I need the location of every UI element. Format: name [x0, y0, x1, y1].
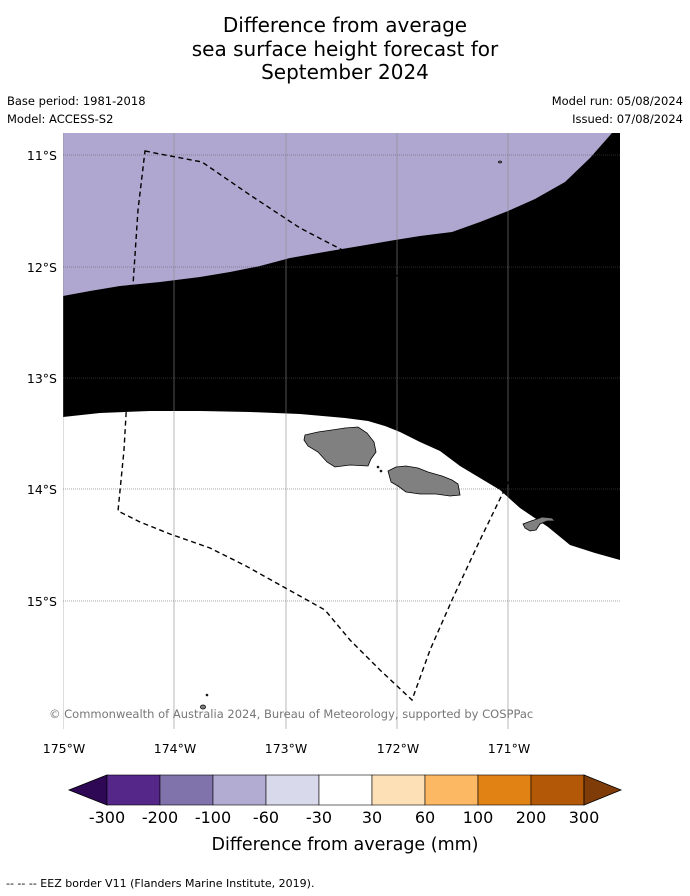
colorbar-tick: -200	[142, 808, 178, 827]
colorbar-segment	[477, 774, 532, 806]
colorbar-segment	[424, 774, 479, 806]
map-figure: 11°S 12°S 13°S 14°S 15°S 175°W 174°W 173…	[27, 133, 623, 855]
colorbar-tick: -30	[306, 808, 332, 827]
islet-northwest	[205, 693, 209, 697]
island-savaii	[303, 426, 377, 468]
colorbar-segment	[318, 774, 373, 806]
colorbar-segment	[106, 774, 161, 806]
lat-label-13s: 13°S	[27, 371, 57, 386]
base-period-text: Base period: 1981-2018	[7, 94, 146, 108]
lon-label-175w: 175°W	[43, 741, 85, 756]
title-line-2: sea surface height forecast for	[191, 36, 499, 61]
islet-apolima	[379, 469, 383, 473]
lat-label-14s: 14°S	[27, 482, 57, 497]
band-minus60	[63, 133, 612, 296]
copyright-text: © Commonwealth of Australia 2024, Bureau…	[49, 707, 533, 721]
title-line-1: Difference from average	[222, 13, 468, 37]
colorbar-over-arrow	[583, 774, 623, 806]
eez-legend-text: -- -- -- EEZ border V11 (Flanders Marine…	[6, 877, 315, 890]
lon-label-172w: 172°W	[377, 741, 419, 756]
lat-label-11s: 11°S	[27, 148, 57, 163]
lon-label-171w: 171°W	[488, 741, 530, 756]
island-upolu	[387, 465, 461, 497]
grid-lines	[63, 154, 620, 602]
lat-label-12s: 12°S	[27, 260, 57, 275]
colorbar-ticks: -300 -200 -100 -60 -30 30 60 100 200 300	[89, 808, 599, 827]
model-text: Model: ACCESS-S2	[7, 112, 114, 126]
latitude-labels: 11°S 12°S 13°S 14°S 15°S	[27, 148, 57, 609]
colorbar-segment	[265, 774, 320, 806]
colorbar-tick: 300	[569, 808, 600, 827]
title-line-3: September 2024	[261, 60, 429, 84]
longitude-labels: 175°W 174°W 173°W 172°W 171°W	[43, 741, 530, 756]
island-tutuila	[522, 516, 556, 532]
colorbar-segment	[371, 774, 426, 806]
islands	[200, 160, 556, 710]
colorbar: -300 -200 -100 -60 -30 30 60 100 200 300…	[67, 774, 623, 855]
colorbar-segments	[106, 774, 585, 806]
meridians	[63, 133, 509, 729]
islet-manono	[376, 465, 380, 469]
map-area	[63, 133, 620, 729]
colorbar-segment	[212, 774, 267, 806]
colorbar-tick: -100	[195, 808, 231, 827]
issued-text: Issued: 07/08/2024	[572, 112, 683, 126]
lon-label-174w: 174°W	[154, 741, 196, 756]
lon-label-173w: 173°W	[265, 741, 307, 756]
colorbar-tick: -60	[253, 808, 279, 827]
island-niuafoou	[200, 704, 206, 710]
lat-label-15s: 15°S	[27, 594, 57, 609]
colorbar-segment	[530, 774, 585, 806]
eez-border	[117, 150, 559, 702]
model-run-text: Model run: 05/08/2024	[551, 94, 683, 108]
chart-title: Difference from average sea surface heig…	[0, 13, 690, 85]
colorbar-label: Difference from average (mm)	[211, 835, 478, 855]
colorbar-tick: -300	[89, 808, 125, 827]
colorbar-tick: 100	[463, 808, 494, 827]
island-swains	[498, 160, 502, 164]
colorbar-tick: 60	[415, 808, 435, 827]
colorbar-under-arrow	[67, 774, 108, 806]
colorbar-segment	[159, 774, 214, 806]
colorbar-tick: 30	[362, 808, 382, 827]
colorbar-tick: 200	[516, 808, 547, 827]
